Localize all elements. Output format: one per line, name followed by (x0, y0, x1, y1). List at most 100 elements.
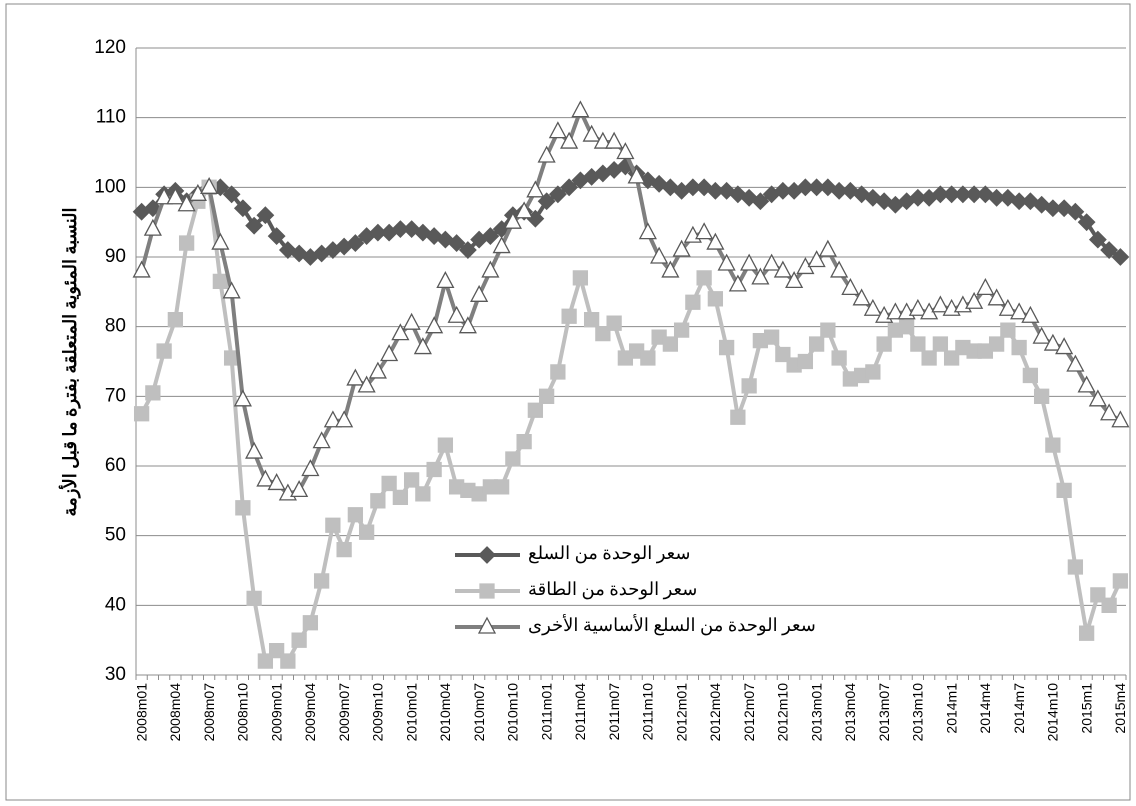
data-point (267, 227, 286, 246)
data-point (335, 410, 354, 428)
x-tick-label: 2010m07 (471, 683, 487, 742)
x-tick-label: 2010m10 (505, 683, 521, 742)
y-tick-label: 110 (96, 107, 126, 128)
data-point (212, 273, 229, 290)
x-tick-label: 2013m10 (910, 683, 926, 742)
x-tick-label: 2008m10 (235, 683, 251, 742)
data-point (662, 336, 679, 352)
data-point (143, 218, 162, 236)
data-point (325, 517, 341, 533)
data-point (605, 131, 624, 149)
data-point (706, 232, 725, 250)
data-point (807, 250, 826, 268)
data-point (876, 336, 892, 352)
data-point (638, 222, 657, 240)
data-point (1111, 248, 1130, 266)
data-point (537, 145, 556, 163)
data-point (785, 271, 804, 289)
data-point (346, 368, 365, 386)
data-point (493, 479, 510, 495)
data-point (1055, 337, 1074, 355)
data-point (696, 270, 712, 286)
x-tick-label: 2012m01 (673, 683, 689, 742)
data-point (222, 281, 241, 299)
data-point (155, 187, 174, 205)
data-point (391, 323, 410, 341)
data-point (707, 291, 724, 307)
x-tick-label: 2012m10 (775, 683, 791, 742)
legend-label: سعر الوحدة من السلع الأساسية الأخرى (528, 613, 816, 636)
data-point (887, 322, 904, 338)
data-point (595, 325, 611, 342)
data-point (290, 480, 309, 498)
data-point (673, 322, 690, 338)
data-point (751, 192, 770, 211)
data-point (863, 298, 882, 316)
data-point (267, 473, 286, 491)
data-point (370, 493, 386, 509)
data-point (492, 236, 511, 254)
x-tick-label: 2014m1 (943, 683, 959, 734)
data-point (728, 274, 747, 292)
data-point (561, 308, 577, 324)
data-point (931, 295, 950, 313)
data-point (741, 378, 757, 394)
data-point (1056, 482, 1072, 499)
chart-border (5, 3, 1131, 801)
data-point (1088, 230, 1107, 249)
data-point (606, 315, 622, 331)
x-tick-label: 2011m01 (538, 683, 554, 741)
data-point (717, 253, 736, 271)
data-point (661, 260, 680, 278)
data-point (617, 350, 634, 366)
legend-marker (477, 616, 497, 634)
x-tick-label: 2014m4 (977, 683, 993, 734)
data-point (718, 339, 735, 356)
data-point (695, 222, 714, 240)
data-point (593, 131, 612, 149)
data-point (841, 277, 860, 296)
data-point (1112, 573, 1129, 589)
data-point (166, 187, 185, 205)
data-point (1111, 410, 1130, 428)
data-point (627, 166, 646, 184)
data-point (730, 409, 746, 425)
data-point (1101, 597, 1117, 613)
data-point (156, 343, 172, 359)
data-point (526, 180, 545, 198)
data-point (1021, 305, 1040, 323)
x-tick-label: 2015m1 (1078, 683, 1094, 734)
data-point (831, 350, 847, 366)
data-point (932, 336, 949, 352)
data-point (977, 343, 994, 359)
x-tick-label: 2013m04 (842, 683, 858, 742)
data-point (471, 486, 487, 502)
data-point (357, 375, 376, 393)
data-point (572, 270, 589, 286)
data-point (786, 357, 802, 373)
data-point (177, 194, 196, 212)
y-tick-label: 80 (105, 316, 126, 337)
x-tick-label: 2008m01 (133, 683, 149, 742)
data-point (548, 185, 567, 204)
data-point (436, 271, 455, 289)
data-point (527, 402, 544, 418)
data-point (976, 277, 995, 296)
data-point (381, 475, 397, 492)
legend-marker (478, 546, 496, 564)
data-point (830, 260, 849, 278)
data-point (988, 336, 1005, 352)
data-point (1088, 389, 1107, 407)
data-point (245, 216, 264, 235)
data-point (132, 260, 151, 278)
data-point (257, 653, 274, 669)
x-tick-label: 2011m04 (572, 683, 588, 741)
data-point (347, 507, 364, 523)
data-point (1078, 625, 1095, 641)
data-point (145, 385, 161, 401)
data-point (987, 288, 1006, 306)
x-tick-label: 2014m10 (1045, 683, 1061, 742)
data-point (650, 246, 669, 264)
legend-marker (479, 583, 495, 599)
